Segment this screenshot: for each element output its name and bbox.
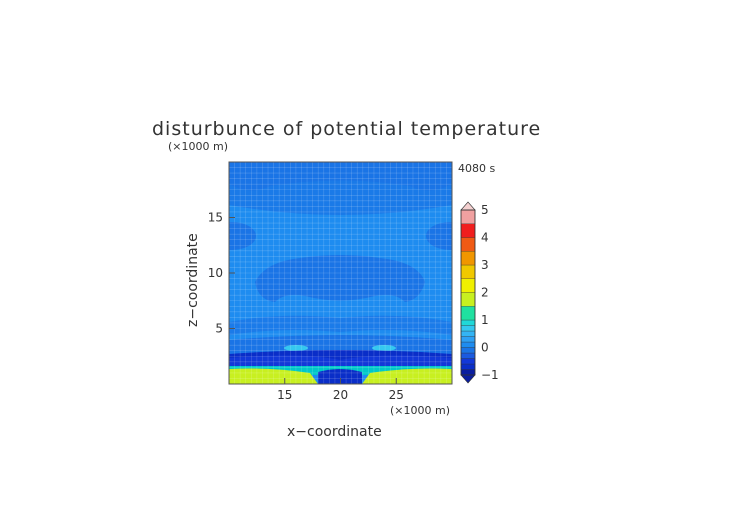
colorbar-segment (460, 369, 476, 376)
low-band-1 (229, 335, 452, 356)
colorbar-segment (460, 237, 476, 252)
right-side-blob (426, 222, 452, 250)
colorbar-frame (460, 209, 476, 376)
x-tick-label: 15 (277, 388, 292, 402)
colorbar-segment (460, 292, 476, 307)
colorbar-segment (460, 325, 476, 332)
colorbar-tick-label: 5 (481, 203, 489, 217)
colorbar-segment (460, 306, 476, 321)
surface-yellow-right (362, 368, 452, 384)
x-axis: 15 20 25 (277, 378, 404, 402)
colorbar-segment (460, 363, 476, 370)
x-unit-label: (×1000 m) (390, 404, 450, 417)
cyan-spot-left (284, 345, 308, 351)
colorbar-tick-label: −1 (481, 368, 499, 382)
x-tick-label: 25 (389, 388, 404, 402)
left-side-blob (229, 222, 256, 250)
colorbar-tick-label: 3 (481, 258, 489, 272)
time-label: 4080 s (458, 162, 495, 175)
upper-lobe-band (229, 162, 452, 191)
x-tick-label: 20 (333, 388, 348, 402)
dark-band-core (229, 355, 452, 366)
x-axis-label: x−coordinate (287, 424, 382, 440)
colorbar-segment (460, 341, 476, 348)
colorbar-segment (460, 264, 476, 279)
colorbar-segment (460, 319, 476, 326)
colorbar-segment (460, 278, 476, 293)
y-tick-label: 10 (208, 266, 223, 280)
colorbar-segment (460, 251, 476, 266)
colorbar-tick-label: 4 (481, 231, 489, 245)
contour-field (229, 162, 452, 384)
colorbar-segment (460, 336, 476, 343)
y-tick-label: 15 (208, 211, 223, 225)
colorbar-extend-max (460, 201, 476, 211)
surface-yellow-left (229, 368, 318, 384)
central-blob (255, 255, 425, 302)
grid-lines (229, 162, 452, 384)
y-axis-label: z−coordinate (185, 233, 201, 327)
colorbar-segment (460, 223, 476, 238)
colorbar-segment (460, 352, 476, 359)
y-axis: 5 10 15 (208, 211, 235, 336)
colorbar-tick-label: 0 (481, 341, 489, 355)
colorbar-extend-min (460, 374, 476, 384)
y-unit-label: (×1000 m) (168, 140, 228, 153)
colorbar-tick-label: 1 (481, 313, 489, 327)
surface-center-dark (318, 369, 362, 384)
y-tick-label: 5 (215, 322, 223, 336)
colorbar-segment (460, 347, 476, 354)
colorbar-tick-label: 2 (481, 286, 489, 300)
chart-title: disturbunce of potential temperature (152, 118, 541, 140)
mid-band (229, 315, 452, 335)
colorbar-segment (460, 358, 476, 365)
cyan-spot-right (372, 345, 396, 351)
colorbar-segment (460, 209, 476, 224)
colorbar: −1 0 1 2 3 4 5 (460, 201, 499, 384)
colorbar-segment (460, 330, 476, 337)
